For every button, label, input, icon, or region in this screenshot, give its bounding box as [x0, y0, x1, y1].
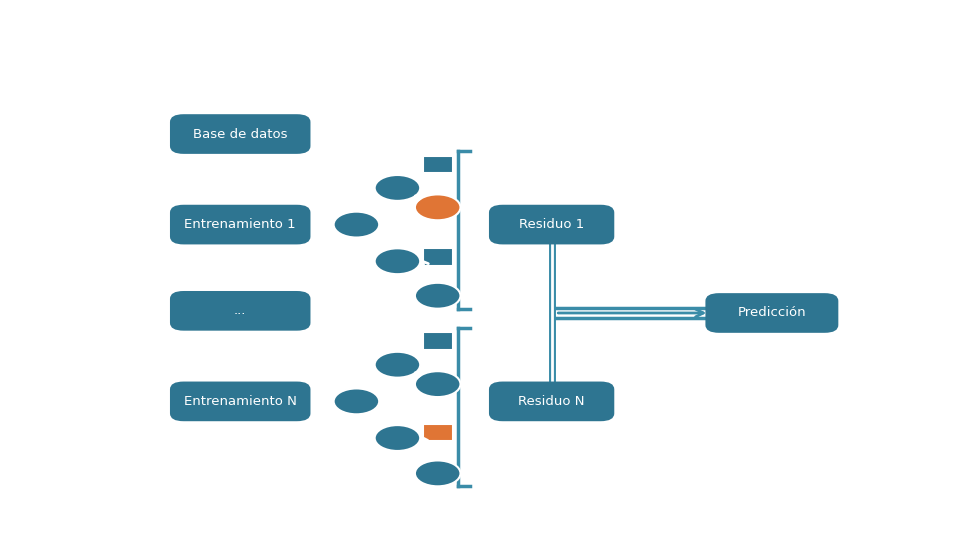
Text: Entrenamiento N: Entrenamiento N [184, 395, 297, 408]
Text: Entrenamiento 1: Entrenamiento 1 [184, 218, 296, 231]
Circle shape [415, 194, 461, 220]
Bar [422, 156, 453, 173]
Circle shape [333, 212, 379, 237]
FancyBboxPatch shape [489, 381, 614, 421]
Text: Predicción: Predicción [738, 306, 807, 320]
Text: ...: ... [234, 304, 246, 318]
Text: Residuo N: Residuo N [518, 395, 585, 408]
Circle shape [415, 460, 461, 486]
Bar [422, 424, 453, 441]
FancyBboxPatch shape [170, 291, 311, 330]
FancyBboxPatch shape [170, 205, 311, 244]
Circle shape [333, 389, 379, 414]
Text: Base de datos: Base de datos [193, 128, 287, 141]
Circle shape [374, 248, 420, 274]
Circle shape [415, 371, 461, 397]
Circle shape [374, 352, 420, 377]
Circle shape [374, 425, 420, 451]
Bar [422, 248, 453, 265]
Circle shape [374, 175, 420, 201]
FancyBboxPatch shape [170, 381, 311, 421]
Bar [422, 333, 453, 349]
Circle shape [415, 283, 461, 309]
Text: Residuo 1: Residuo 1 [519, 218, 584, 231]
FancyBboxPatch shape [706, 293, 838, 333]
FancyBboxPatch shape [489, 205, 614, 244]
FancyBboxPatch shape [170, 114, 311, 154]
